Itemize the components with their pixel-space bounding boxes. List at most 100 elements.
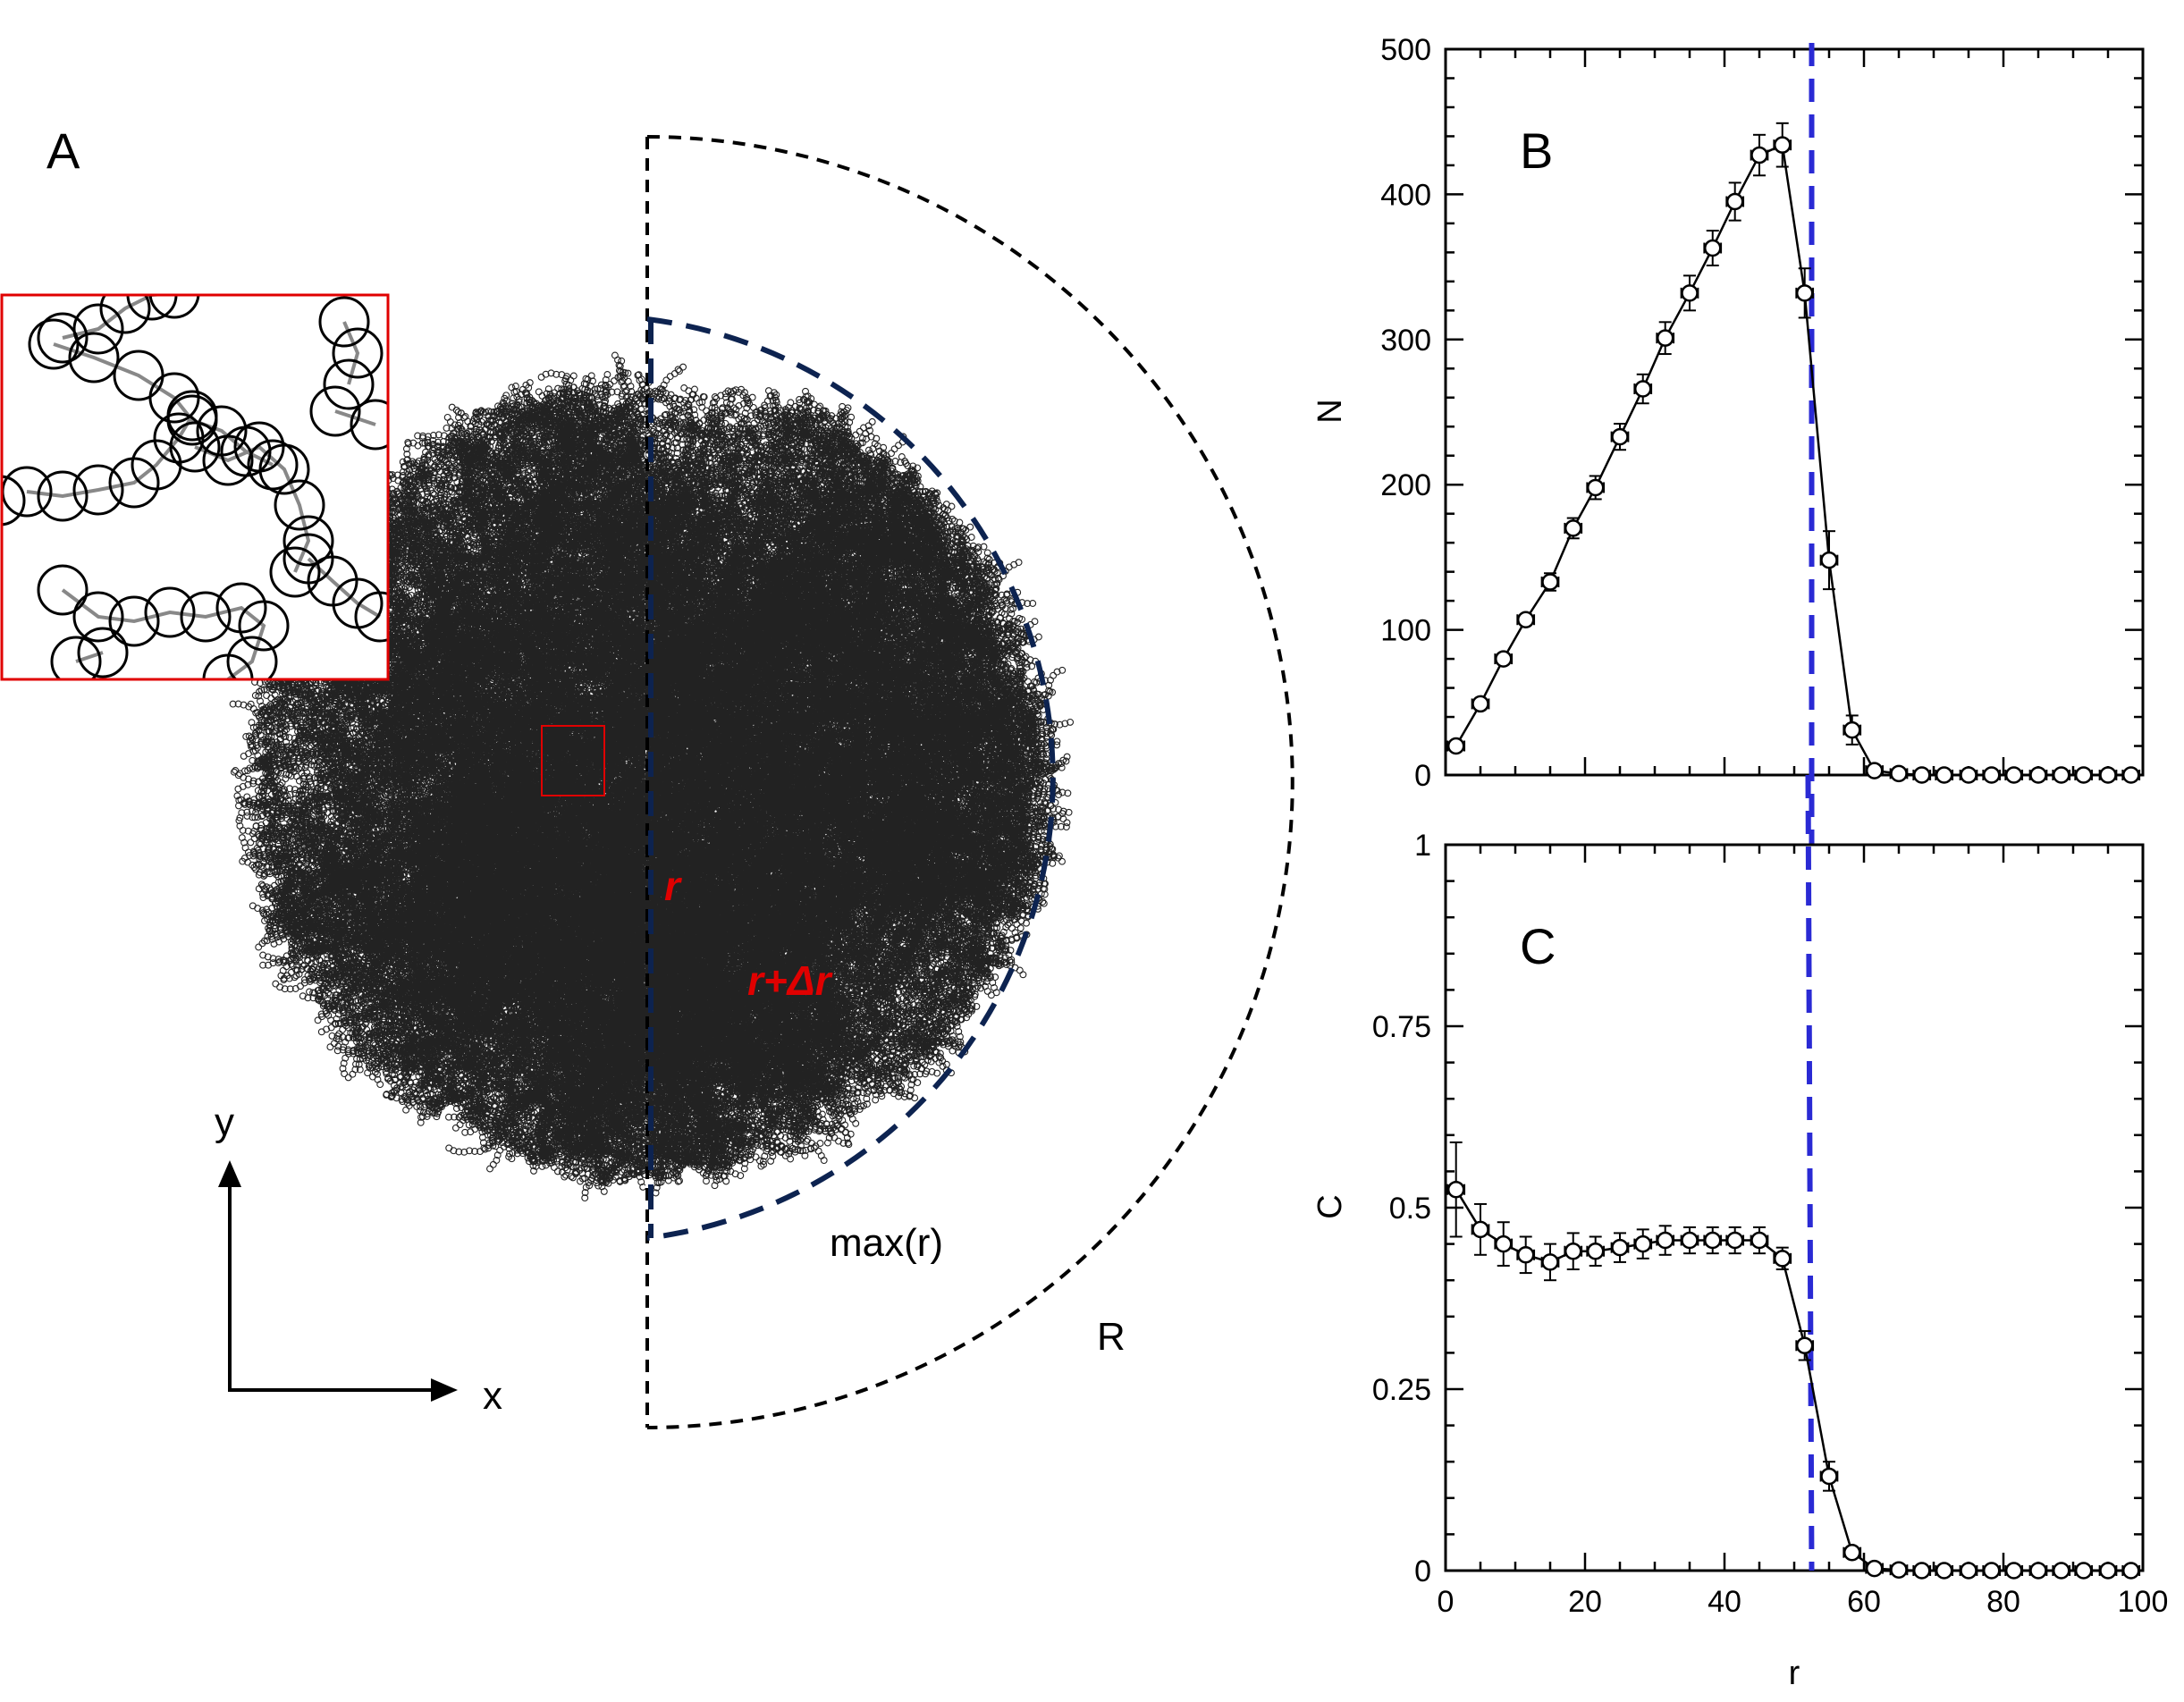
- data-point: [1984, 1563, 1999, 1579]
- data-point: [1496, 1236, 1511, 1251]
- y-tick-label: 500: [1380, 33, 1431, 67]
- y-tick-label: 0.75: [1372, 1010, 1431, 1044]
- data-point: [2031, 768, 2046, 783]
- data-point: [1565, 1243, 1581, 1259]
- x-tick-label: 100: [2118, 1585, 2169, 1619]
- data-point: [1473, 1222, 1488, 1237]
- x-tick-label: 80: [1986, 1585, 2020, 1619]
- series-line-c: [1456, 1190, 2131, 1571]
- data-point: [1657, 331, 1673, 346]
- coordinate-axes: y x: [215, 1100, 502, 1418]
- y-tick-label: 1: [1414, 829, 1431, 863]
- panel-b-chart: 0 100 200 300 400 500 N B: [1311, 33, 2143, 845]
- data-point: [1588, 1243, 1603, 1259]
- data-point: [1892, 1563, 1907, 1578]
- max-r-label: max(r): [830, 1221, 943, 1265]
- data-point: [1775, 1251, 1790, 1266]
- data-point: [1797, 1338, 1812, 1353]
- data-point: [2123, 768, 2138, 783]
- data-point: [1496, 652, 1511, 667]
- shell-inner-label: r: [664, 863, 682, 909]
- y-tick-label: 400: [1380, 178, 1431, 212]
- data-point: [1961, 768, 1977, 783]
- zoom-inset: [0, 269, 404, 704]
- data-point: [1775, 138, 1790, 153]
- inset-background: [2, 295, 388, 679]
- data-point: [1914, 768, 1929, 783]
- data-point: [1844, 722, 1859, 737]
- data-point: [1936, 768, 1952, 783]
- data-point: [1867, 1561, 1882, 1576]
- data-point: [1682, 1233, 1698, 1248]
- data-point: [1518, 1247, 1533, 1262]
- data-point: [1961, 1563, 1977, 1579]
- data-point: [1657, 1233, 1673, 1248]
- data-point: [1448, 738, 1463, 754]
- cluster-particles: [643, 364, 1074, 1196]
- y-tick-label: 0: [1414, 759, 1431, 793]
- data-point: [2031, 1563, 2046, 1579]
- data-point: [1705, 240, 1720, 256]
- outer-radius-label: R: [1097, 1315, 1126, 1359]
- y-tick-label: 300: [1380, 324, 1431, 358]
- data-point: [1844, 1545, 1859, 1560]
- data-point: [1822, 552, 1837, 568]
- data-point: [1752, 147, 1767, 163]
- x-tick-label: 0: [1438, 1585, 1455, 1619]
- data-point: [1936, 1563, 1952, 1579]
- x-axis-letter: x: [483, 1374, 502, 1418]
- data-point: [1543, 1254, 1558, 1269]
- y-axis-letter: y: [215, 1100, 234, 1144]
- max-r-reference-line-c: [1809, 775, 1812, 1571]
- data-point: [1565, 520, 1581, 535]
- data-point: [1473, 696, 1488, 712]
- x-tick-label: 40: [1708, 1585, 1741, 1619]
- data-points-b: [1448, 138, 2138, 783]
- data-point: [1822, 1469, 1837, 1484]
- data-point: [2101, 1563, 2116, 1579]
- data-point: [1518, 612, 1533, 628]
- data-point: [1682, 285, 1698, 300]
- data-point: [1543, 575, 1558, 590]
- data-point: [2076, 1563, 2091, 1579]
- data-point: [1984, 768, 1999, 783]
- data-point: [1797, 285, 1812, 300]
- series-line-b: [1456, 145, 2131, 775]
- panel-a-letter: A: [46, 122, 80, 179]
- tick-labels-c: 0 0.25 0.5 0.75 1 0 20 40 60 80 100: [1372, 829, 2169, 1619]
- data-point: [2053, 1563, 2069, 1579]
- fractal-cluster-right-half: [643, 364, 1074, 1196]
- error-bars-c: [1447, 1142, 2139, 1576]
- data-point: [1914, 1563, 1929, 1579]
- data-point: [2076, 768, 2091, 783]
- x-axis-label-c: r: [1789, 1655, 1800, 1692]
- y-axis-label-b: N: [1311, 399, 1349, 423]
- y-tick-label: 200: [1380, 468, 1431, 502]
- data-point: [2006, 1563, 2021, 1579]
- x-tick-label: 60: [1847, 1585, 1881, 1619]
- data-point: [2101, 768, 2116, 783]
- x-tick-label: 20: [1568, 1585, 1602, 1619]
- data-point: [1752, 1233, 1767, 1248]
- x-arrow-head: [431, 1378, 458, 1402]
- y-arrow-head: [218, 1160, 241, 1187]
- y-tick-label: 100: [1380, 614, 1431, 648]
- data-point: [2006, 768, 2021, 783]
- y-tick-label: 0: [1414, 1555, 1431, 1588]
- data-point: [1613, 1240, 1628, 1255]
- data-point: [1635, 1236, 1650, 1251]
- y-tick-label: 0.25: [1372, 1373, 1431, 1407]
- panel-b-letter: B: [1520, 122, 1553, 179]
- data-point: [2053, 768, 2069, 783]
- data-point: [1892, 766, 1907, 781]
- data-point: [2123, 1563, 2138, 1579]
- panel-c-letter: C: [1520, 918, 1556, 974]
- data-point: [1613, 429, 1628, 444]
- y-tick-label: 0.5: [1389, 1192, 1431, 1226]
- data-point: [1588, 480, 1603, 495]
- data-point: [1705, 1233, 1720, 1248]
- data-point: [1635, 382, 1650, 397]
- data-point: [1867, 763, 1882, 779]
- data-point: [1727, 1233, 1742, 1248]
